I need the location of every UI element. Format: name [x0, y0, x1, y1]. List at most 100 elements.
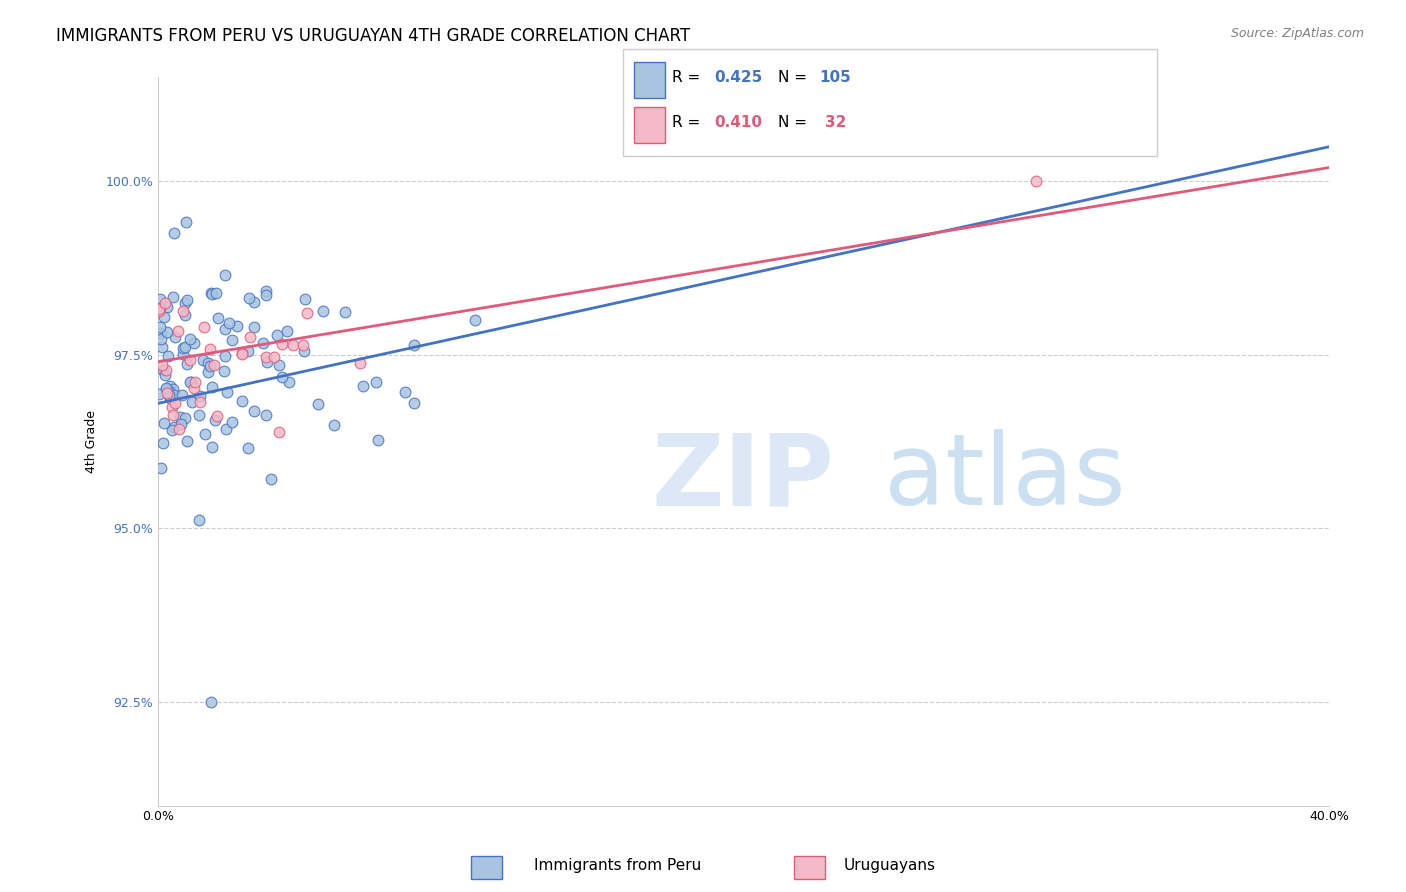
Point [152, 358, 174, 372]
Point [231, 393, 253, 408]
Point [159, 379, 181, 393]
Point [149, 326, 172, 340]
Point [292, 338, 315, 352]
Point [179, 375, 201, 389]
Point [254, 287, 277, 301]
Point [160, 423, 183, 437]
Point [204, 413, 226, 427]
Point [179, 332, 201, 346]
Point [148, 386, 170, 401]
Point [150, 461, 173, 475]
Point [155, 383, 177, 397]
Point [184, 376, 207, 390]
Point [176, 434, 198, 449]
Point [200, 342, 222, 356]
Point [197, 356, 219, 370]
Point [149, 319, 172, 334]
Point [201, 380, 224, 394]
Point [179, 353, 201, 368]
Text: 0.425: 0.425 [714, 70, 762, 85]
Point [214, 349, 236, 363]
Point [254, 284, 277, 298]
Point [174, 214, 197, 228]
Point [148, 293, 170, 307]
Point [201, 440, 224, 454]
Point [157, 387, 180, 401]
Point [212, 364, 235, 378]
Point [207, 311, 229, 326]
Point [254, 408, 277, 422]
Point [205, 285, 228, 300]
Point [1025, 174, 1047, 188]
Point [162, 408, 184, 422]
Point [236, 343, 259, 358]
Point [156, 301, 179, 315]
Point [173, 295, 195, 310]
Point [163, 396, 186, 410]
Point [200, 695, 222, 709]
Text: R =: R = [672, 115, 706, 129]
Point [297, 306, 319, 320]
Text: N =: N = [778, 70, 811, 85]
Point [194, 427, 217, 442]
Point [172, 342, 194, 356]
Point [214, 268, 236, 283]
Point [402, 396, 425, 410]
Text: Immigrants from Peru: Immigrants from Peru [534, 858, 702, 872]
Point [181, 395, 204, 409]
Point [270, 369, 292, 384]
Point [364, 375, 387, 389]
Point [267, 425, 290, 439]
Point [201, 287, 224, 301]
Point [207, 409, 229, 423]
Point [156, 325, 179, 339]
Point [292, 344, 315, 359]
Point [254, 351, 277, 365]
Point [155, 381, 177, 395]
Point [238, 291, 260, 305]
Point [221, 333, 243, 347]
Point [169, 409, 191, 424]
Point [236, 441, 259, 455]
Point [153, 296, 176, 310]
Point [165, 330, 187, 344]
Point [243, 404, 266, 418]
Point [349, 356, 371, 370]
Point [183, 380, 205, 394]
Text: ZIP: ZIP [652, 429, 835, 526]
Point [155, 386, 177, 401]
Point [159, 392, 181, 406]
Point [148, 304, 170, 318]
Point [173, 340, 195, 354]
Text: IMMIGRANTS FROM PERU VS URUGUAYAN 4TH GRADE CORRELATION CHART: IMMIGRANTS FROM PERU VS URUGUAYAN 4TH GR… [56, 27, 690, 45]
Point [150, 341, 173, 355]
Point [218, 316, 240, 330]
Point [191, 353, 214, 368]
Point [152, 435, 174, 450]
Point [163, 419, 186, 434]
Point [163, 227, 186, 241]
Point [197, 365, 219, 379]
Point [404, 337, 426, 351]
Point [180, 375, 202, 389]
Point [252, 336, 274, 351]
Point [190, 388, 212, 402]
Text: atlas: atlas [884, 429, 1126, 526]
Point [242, 294, 264, 309]
Point [333, 304, 356, 318]
Point [163, 387, 186, 401]
Point [155, 362, 177, 376]
Point [307, 397, 329, 411]
Point [152, 417, 174, 431]
Point [162, 401, 184, 415]
Text: 32: 32 [825, 115, 846, 129]
Point [217, 384, 239, 399]
Point [152, 310, 174, 325]
Point [152, 362, 174, 376]
Point [200, 286, 222, 301]
Point [148, 301, 170, 316]
Point [281, 338, 304, 352]
Point [170, 417, 193, 432]
Point [259, 471, 281, 485]
Point [277, 375, 299, 389]
